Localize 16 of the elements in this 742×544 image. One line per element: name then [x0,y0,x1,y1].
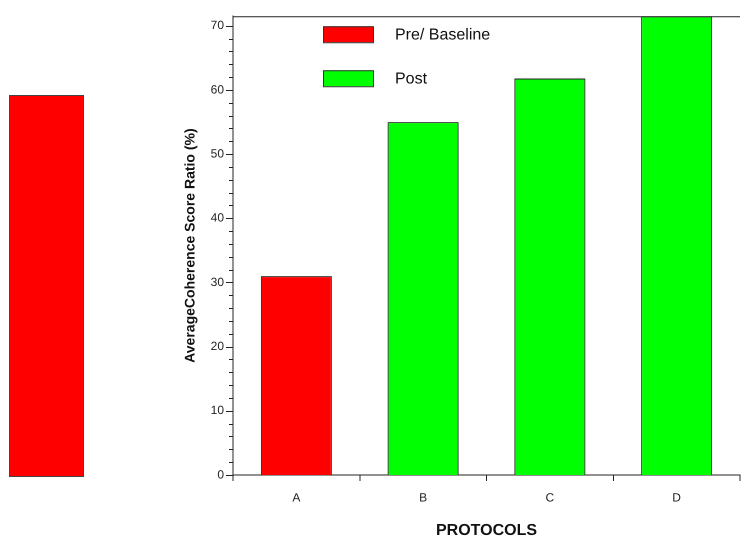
y-tick-label: 60 [210,82,224,96]
legend-label: Pre/ Baseline [395,26,490,44]
y-tick-label: 20 [210,338,224,353]
x-tick-label: B [419,490,428,505]
y-tick-label: 70 [210,18,224,32]
legend-label: Post [395,70,428,88]
y-tick-label: 40 [210,210,224,225]
x-axis-title: PROTOCOLS [436,522,538,539]
y-tick-label: 50 [210,146,224,160]
x-tick-label: D [672,490,682,505]
y-tick-label: 30 [210,274,224,289]
x-tick-label: C [546,490,555,505]
x-tick-label: A [292,490,300,505]
y-tick-label: 10 [210,403,224,418]
y-axis-title: AverageCoherence Score Ratio (%) [181,128,198,363]
y-tick-label: 0 [217,467,224,482]
